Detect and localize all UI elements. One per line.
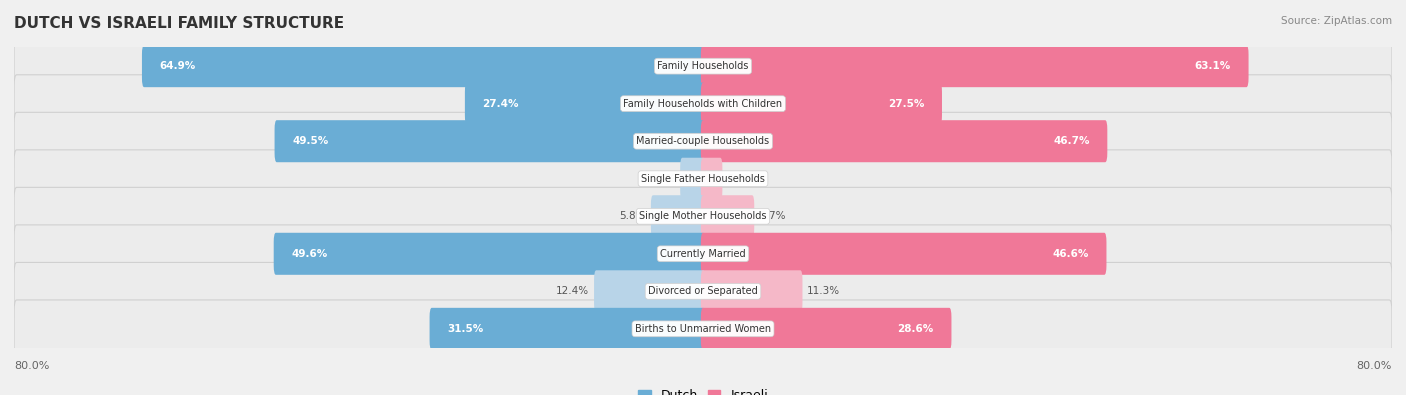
Text: Single Father Households: Single Father Households <box>641 174 765 184</box>
FancyBboxPatch shape <box>14 262 1392 320</box>
FancyBboxPatch shape <box>700 158 723 200</box>
Text: Births to Unmarried Women: Births to Unmarried Women <box>636 324 770 334</box>
Text: 49.5%: 49.5% <box>292 136 329 146</box>
Text: 27.5%: 27.5% <box>889 99 924 109</box>
FancyBboxPatch shape <box>595 270 706 312</box>
Text: 80.0%: 80.0% <box>1357 361 1392 371</box>
FancyBboxPatch shape <box>651 195 706 237</box>
FancyBboxPatch shape <box>700 83 942 125</box>
Text: 11.3%: 11.3% <box>807 286 841 296</box>
Text: 80.0%: 80.0% <box>14 361 49 371</box>
Text: Family Households with Children: Family Households with Children <box>623 99 783 109</box>
Text: 27.4%: 27.4% <box>482 99 519 109</box>
FancyBboxPatch shape <box>14 150 1392 208</box>
FancyBboxPatch shape <box>14 75 1392 133</box>
Text: 2.4%: 2.4% <box>650 174 675 184</box>
FancyBboxPatch shape <box>14 112 1392 170</box>
Text: 5.8%: 5.8% <box>620 211 647 221</box>
FancyBboxPatch shape <box>681 158 706 200</box>
Text: 12.4%: 12.4% <box>557 286 589 296</box>
Text: 49.6%: 49.6% <box>291 249 328 259</box>
Text: Family Households: Family Households <box>658 61 748 71</box>
Text: 63.1%: 63.1% <box>1195 61 1230 71</box>
FancyBboxPatch shape <box>465 83 706 125</box>
FancyBboxPatch shape <box>700 308 952 350</box>
Text: 46.7%: 46.7% <box>1053 136 1090 146</box>
Text: 28.6%: 28.6% <box>897 324 934 334</box>
FancyBboxPatch shape <box>14 300 1392 358</box>
Text: Single Mother Households: Single Mother Households <box>640 211 766 221</box>
FancyBboxPatch shape <box>700 195 754 237</box>
Text: Currently Married: Currently Married <box>661 249 745 259</box>
Text: 5.7%: 5.7% <box>759 211 786 221</box>
FancyBboxPatch shape <box>700 45 1249 87</box>
FancyBboxPatch shape <box>14 187 1392 245</box>
Text: 46.6%: 46.6% <box>1053 249 1088 259</box>
FancyBboxPatch shape <box>142 45 706 87</box>
Text: DUTCH VS ISRAELI FAMILY STRUCTURE: DUTCH VS ISRAELI FAMILY STRUCTURE <box>14 16 344 31</box>
Text: Married-couple Households: Married-couple Households <box>637 136 769 146</box>
FancyBboxPatch shape <box>430 308 706 350</box>
Text: 31.5%: 31.5% <box>447 324 484 334</box>
FancyBboxPatch shape <box>700 233 1107 275</box>
FancyBboxPatch shape <box>14 225 1392 283</box>
FancyBboxPatch shape <box>274 120 706 162</box>
Text: Source: ZipAtlas.com: Source: ZipAtlas.com <box>1281 16 1392 26</box>
FancyBboxPatch shape <box>14 37 1392 95</box>
Text: Divorced or Separated: Divorced or Separated <box>648 286 758 296</box>
FancyBboxPatch shape <box>700 270 803 312</box>
Text: 64.9%: 64.9% <box>160 61 195 71</box>
FancyBboxPatch shape <box>274 233 706 275</box>
Text: 2.0%: 2.0% <box>727 174 754 184</box>
Legend: Dutch, Israeli: Dutch, Israeli <box>633 384 773 395</box>
FancyBboxPatch shape <box>700 120 1108 162</box>
